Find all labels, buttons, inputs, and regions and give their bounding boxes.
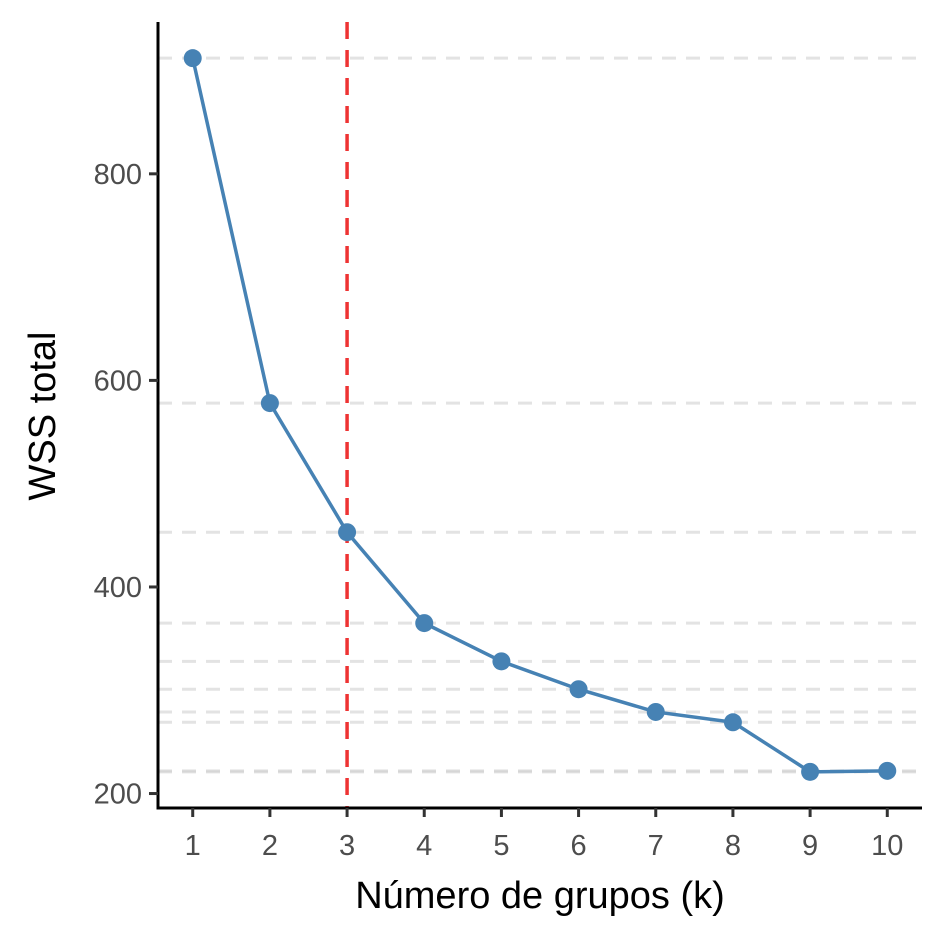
y-tick-label-400: 400: [94, 572, 142, 604]
y-axis-title: WSS total: [22, 332, 64, 501]
data-points: [183, 49, 897, 781]
data-point-10: [878, 761, 897, 780]
x-tick-label-2: 2: [262, 830, 278, 862]
data-point-8: [723, 713, 742, 732]
x-tick-label-9: 9: [802, 830, 818, 862]
data-point-9: [801, 762, 820, 781]
x-tick-label-5: 5: [493, 830, 509, 862]
x-tick-label-6: 6: [571, 830, 587, 862]
data-point-7: [646, 702, 665, 721]
data-point-2: [260, 394, 279, 413]
y-tick-label-600: 600: [94, 365, 142, 397]
x-tick-label-1: 1: [185, 830, 201, 862]
x-tick-label-4: 4: [416, 830, 432, 862]
x-tick-label-10: 10: [871, 830, 903, 862]
series-line: [191, 57, 888, 774]
data-point-4: [415, 614, 434, 633]
y-axis-ticks: 200 400 600 800: [94, 159, 158, 811]
x-tick-label-3: 3: [339, 830, 355, 862]
y-tick-label-800: 800: [94, 159, 142, 191]
data-point-6: [569, 680, 588, 699]
x-tick-label-7: 7: [648, 830, 664, 862]
data-point-1: [183, 49, 202, 68]
horizontal-reference-lines: [158, 56, 922, 774]
x-tick-label-8: 8: [725, 830, 741, 862]
x-axis-title: Número de grupos (k): [355, 875, 725, 917]
data-point-5: [492, 652, 511, 671]
data-point-3: [338, 523, 357, 542]
y-tick-label-200: 200: [94, 779, 142, 811]
x-axis-ticks: 1 2 3 4 5 6 7 8 9 10: [185, 808, 903, 862]
